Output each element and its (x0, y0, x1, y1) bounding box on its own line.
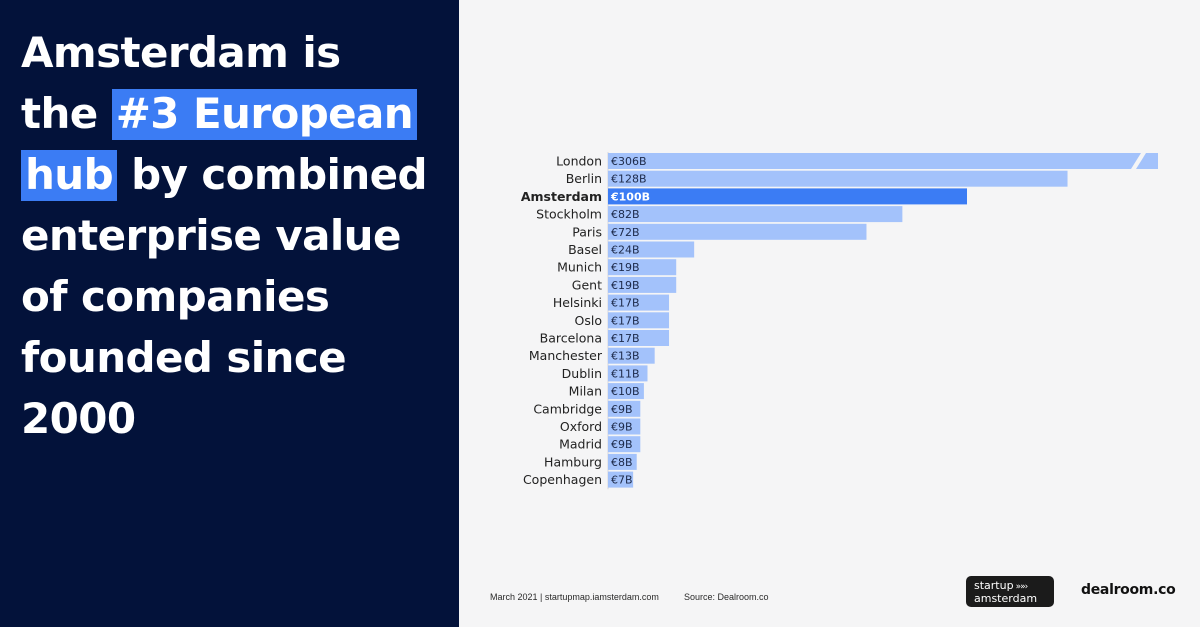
value-label: €24B (611, 244, 640, 257)
footer-source: Source: Dealroom.co (684, 592, 769, 602)
category-label: Helsinki (553, 295, 602, 310)
bar-london (608, 153, 1158, 169)
bar-manchester (608, 347, 655, 364)
category-label: Stockholm (536, 207, 602, 222)
value-label: €19B (611, 279, 640, 292)
headline-line-5: of companies (21, 272, 330, 321)
headline-panel: Amsterdam is the #3 European hub by comb… (0, 0, 459, 627)
value-label: €82B (611, 208, 640, 221)
value-label: €9B (611, 421, 633, 434)
bar-copenhagen (608, 471, 634, 488)
startup-logo-city: amsterdam (974, 592, 1038, 605)
value-label: €306B (611, 155, 647, 168)
category-label: Paris (572, 224, 602, 239)
category-label: Basel (568, 242, 602, 257)
dealroom-logo: dealroom.co (1081, 582, 1176, 598)
value-label: €17B (611, 332, 640, 345)
headline-highlight-rank: #3 European (111, 89, 418, 140)
category-label: Oxford (560, 419, 602, 434)
headline-line-1: Amsterdam is (21, 28, 341, 77)
value-label: €13B (611, 350, 640, 363)
bar-munich (608, 259, 677, 276)
bar-stockholm (608, 206, 903, 223)
footer-date-source: March 2021 | startupmap.iamsterdam.com (490, 592, 659, 602)
bar-madrid (608, 436, 641, 453)
category-label: London (556, 154, 602, 169)
headline-line-2-prefix: the (21, 89, 98, 138)
category-label: Oslo (575, 313, 602, 328)
value-label: €7B (611, 474, 633, 487)
bar-paris (608, 223, 867, 240)
value-label: €17B (611, 297, 640, 310)
value-label: €8B (611, 456, 633, 469)
category-label: Madrid (559, 437, 602, 452)
value-label: €72B (611, 226, 640, 239)
bar-oslo (608, 312, 670, 329)
bar-helsinki (608, 294, 670, 311)
bar-berlin (608, 170, 1068, 187)
category-label: Gent (572, 277, 602, 292)
value-label: €17B (611, 314, 640, 327)
bar-dublin (608, 365, 648, 382)
value-label: €128B (611, 173, 647, 186)
value-label: €19B (611, 261, 640, 274)
category-label: Manchester (529, 348, 603, 363)
bar-amsterdam (608, 188, 967, 205)
bar-hamburg (608, 453, 637, 470)
bar-oxford (608, 418, 641, 435)
category-label: Berlin (566, 171, 602, 186)
startup-amsterdam-logo: startup »»› amsterdam (966, 576, 1054, 607)
headline: Amsterdam is the #3 European hub by comb… (21, 22, 451, 449)
startup-logo-arrows-icon: »»› (1015, 582, 1029, 592)
value-label: €11B (611, 367, 640, 380)
chart-panel: London €306B Berlin €128B Amsterdam €100B Stoc… (459, 0, 1200, 627)
category-label: Cambridge (533, 401, 602, 416)
category-label: Munich (557, 260, 602, 275)
headline-line-4: enterprise value (21, 211, 401, 260)
bar-gent (608, 276, 677, 293)
category-label: Barcelona (540, 331, 602, 346)
bar-barcelona (608, 330, 670, 346)
headline-line-7: 2000 (21, 394, 136, 443)
value-label: €9B (611, 403, 633, 416)
category-label: Dublin (562, 366, 602, 381)
startup-logo-word: startup (974, 579, 1014, 592)
category-label: Milan (569, 384, 602, 399)
value-label: €10B (611, 385, 640, 398)
bar-milan (608, 383, 644, 400)
category-label: Copenhagen (523, 472, 602, 487)
axis-break-mark (1131, 153, 1146, 169)
headline-line-3-suffix: by combined (131, 150, 427, 199)
category-label: Amsterdam (521, 189, 602, 204)
bar-basel (608, 241, 695, 258)
bar-chart: London €306B Berlin €128B Amsterdam €100B Stoc… (521, 152, 1158, 490)
headline-highlight-hub: hub (21, 150, 118, 201)
headline-line-6: founded since (21, 333, 347, 382)
value-label: €100B (610, 190, 650, 203)
category-label: Hamburg (544, 454, 602, 469)
bar-cambridge (608, 400, 641, 417)
value-label: €9B (611, 438, 633, 451)
